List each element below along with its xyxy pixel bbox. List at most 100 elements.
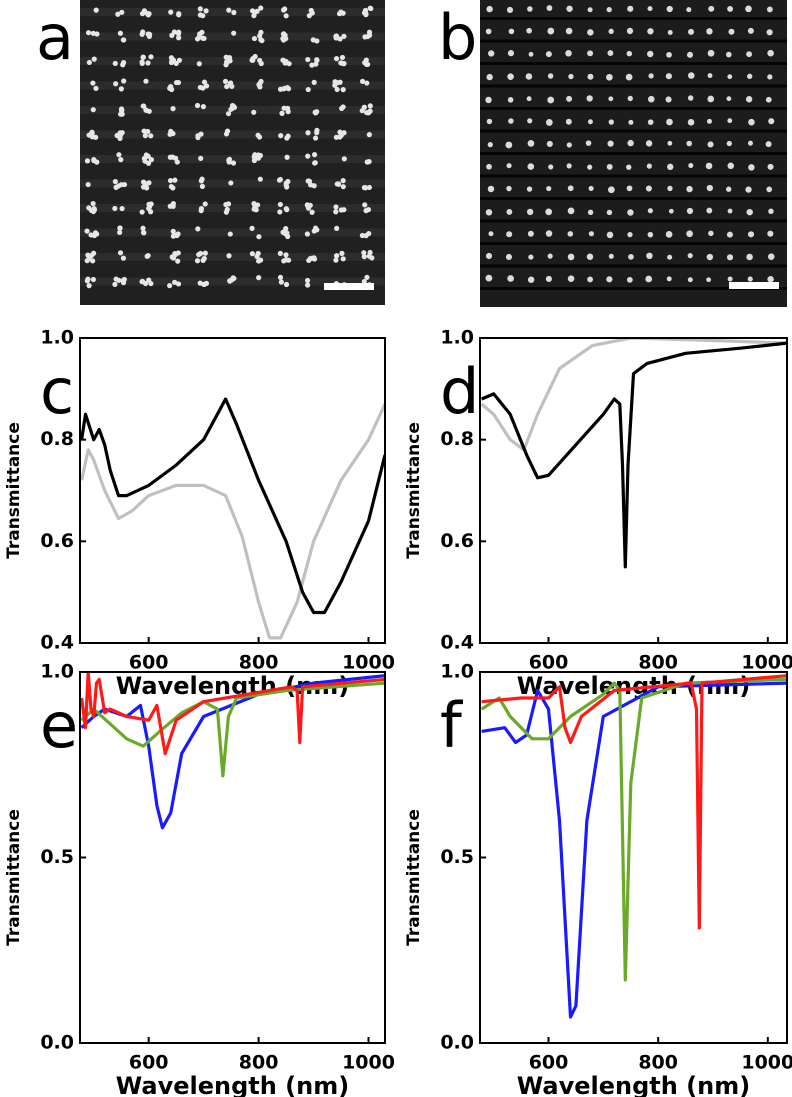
particle: [285, 86, 292, 92]
particle: [277, 176, 283, 183]
particle: [566, 142, 572, 148]
particle: [200, 104, 206, 110]
particle: [194, 258, 201, 264]
particle: [340, 256, 346, 262]
particle: [119, 205, 125, 212]
particle: [202, 250, 208, 256]
plot-frame: [79, 337, 386, 644]
particle: [140, 54, 146, 60]
particle: [608, 119, 614, 125]
particle: [746, 51, 753, 58]
particle: [86, 283, 92, 289]
particle: [507, 275, 514, 282]
particle: [727, 276, 733, 282]
particle: [305, 205, 312, 211]
data-line: [480, 677, 787, 982]
particle: [90, 30, 96, 36]
x-tick-label: 1000: [342, 1052, 395, 1074]
particle: [359, 232, 365, 239]
particle: [91, 56, 97, 62]
particle: [525, 73, 533, 80]
particle: [340, 87, 346, 93]
particle: [337, 79, 343, 85]
particle: [250, 56, 256, 62]
particle: [194, 102, 201, 109]
particle: [668, 208, 674, 214]
particle: [113, 81, 119, 87]
particle: [144, 253, 150, 259]
particle: [767, 49, 774, 57]
particle: [171, 29, 177, 35]
particle: [363, 233, 369, 239]
particle: [747, 140, 753, 146]
particle: [364, 80, 370, 86]
particle: [359, 78, 366, 84]
particle: [176, 11, 182, 17]
particle: [607, 140, 614, 147]
particle: [168, 9, 174, 15]
particle: [113, 184, 119, 190]
particle: [257, 84, 263, 90]
particle: [226, 159, 232, 165]
particle: [606, 209, 613, 216]
particle: [257, 152, 264, 159]
stripe: [480, 197, 787, 200]
particle: [688, 72, 695, 79]
particle: [90, 200, 96, 207]
particle: [278, 279, 284, 285]
particle: [587, 73, 594, 80]
particle: [118, 157, 124, 163]
particle: [112, 60, 118, 67]
stripe: [480, 242, 787, 245]
particle: [606, 73, 613, 81]
plot-area: [480, 674, 787, 1019]
particle: [487, 142, 493, 148]
particle: [645, 275, 653, 283]
particle: [170, 154, 176, 160]
particle: [666, 118, 673, 126]
particle: [727, 162, 735, 170]
particle: [304, 231, 311, 237]
particle: [120, 37, 127, 43]
panel-label: a: [36, 1, 74, 74]
particle: [175, 281, 182, 287]
particle: [727, 208, 733, 214]
scale-bar: [324, 283, 374, 290]
particle: [566, 95, 573, 102]
particle: [361, 254, 367, 260]
y-tick-label: 1.0: [440, 327, 474, 349]
plot-area: [480, 338, 787, 569]
particle: [227, 58, 233, 64]
particle: [283, 226, 289, 232]
particle: [256, 275, 262, 281]
particle: [139, 11, 146, 17]
particle: [84, 158, 91, 164]
particle: [626, 276, 633, 283]
particle: [336, 11, 343, 17]
x-tick-label: 800: [638, 1052, 678, 1074]
particle: [333, 56, 340, 62]
particle: [726, 140, 732, 147]
particle: [361, 278, 367, 285]
particle: [362, 7, 369, 14]
particle: [311, 255, 317, 261]
particle: [667, 254, 673, 260]
particle: [257, 33, 263, 39]
stripe: [480, 39, 787, 43]
particle: [226, 7, 232, 13]
particle: [142, 133, 148, 139]
panel-label: f: [440, 689, 464, 762]
particle: [506, 231, 513, 238]
particle: [667, 185, 673, 192]
particle: [139, 59, 145, 65]
particle: [607, 50, 614, 56]
particle: [142, 280, 149, 287]
particle: [587, 50, 594, 57]
stripe: [480, 62, 787, 65]
particle: [227, 80, 233, 86]
particle: [223, 131, 230, 137]
particle: [195, 134, 201, 141]
particle: [547, 73, 554, 79]
particle: [283, 13, 289, 19]
particle: [746, 73, 753, 80]
